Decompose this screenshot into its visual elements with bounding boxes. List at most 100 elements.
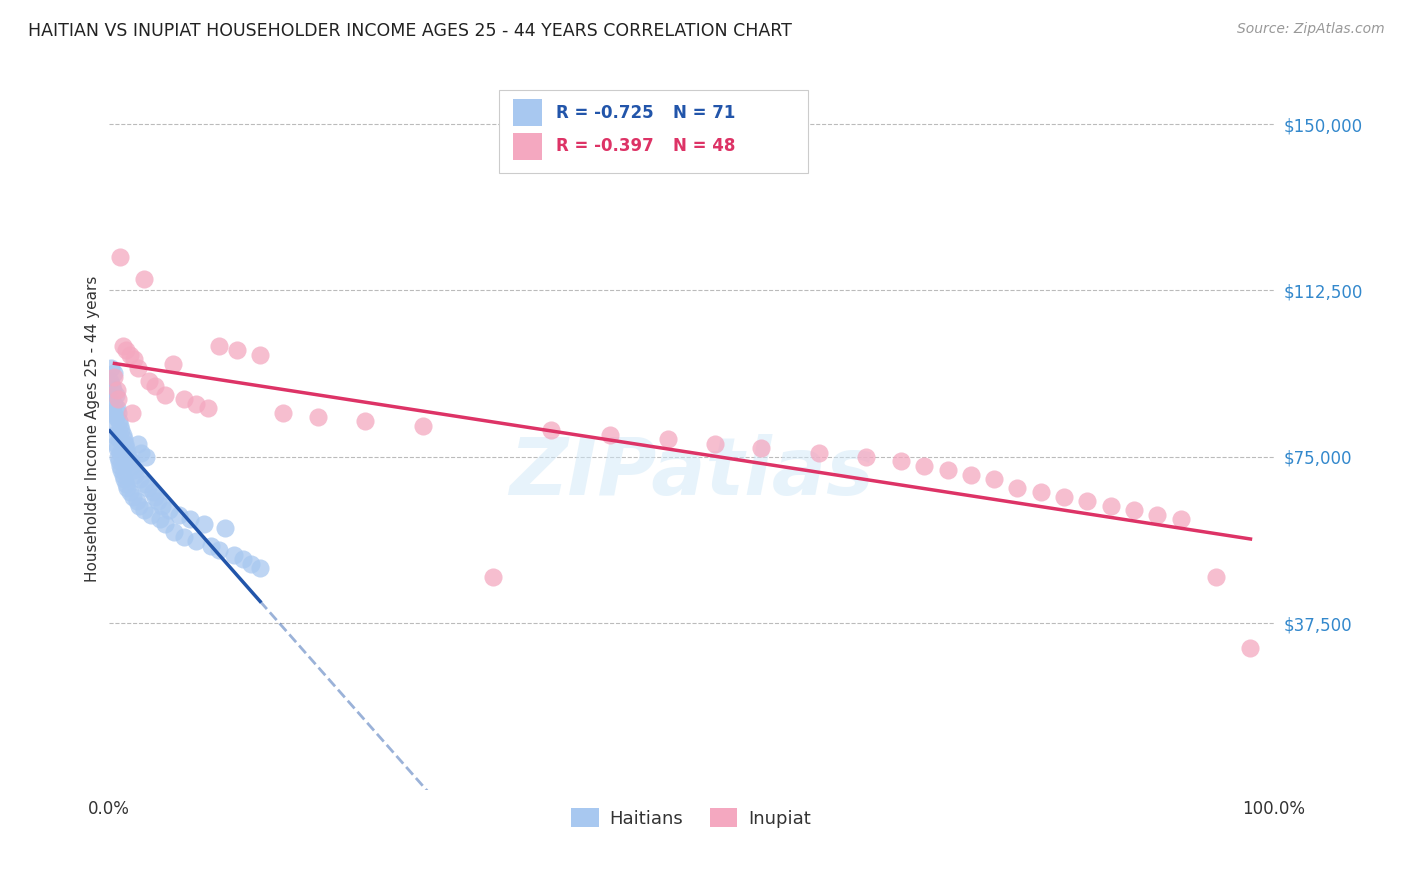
Point xyxy=(110,458,132,473)
Point xyxy=(808,445,831,459)
Point xyxy=(117,450,139,464)
Point xyxy=(103,384,125,398)
Point xyxy=(103,370,125,384)
Point xyxy=(103,414,125,428)
Text: HAITIAN VS INUPIAT HOUSEHOLDER INCOME AGES 25 - 44 YEARS CORRELATION CHART: HAITIAN VS INUPIAT HOUSEHOLDER INCOME AG… xyxy=(28,22,792,40)
Point xyxy=(1239,640,1261,655)
Point xyxy=(193,516,215,531)
Point xyxy=(103,427,125,442)
Point xyxy=(139,508,162,522)
Point xyxy=(273,406,295,420)
Point xyxy=(135,450,157,464)
Point xyxy=(163,525,186,540)
Point xyxy=(115,343,138,358)
Point xyxy=(107,450,129,464)
Point xyxy=(703,436,725,450)
Point xyxy=(110,445,132,459)
Point xyxy=(307,409,329,424)
Point xyxy=(1123,503,1146,517)
Point xyxy=(110,250,132,264)
Point xyxy=(124,467,146,482)
Text: R = -0.397: R = -0.397 xyxy=(555,137,654,155)
Point xyxy=(108,432,131,446)
Point xyxy=(117,481,139,495)
Point xyxy=(105,401,128,416)
Point xyxy=(214,521,236,535)
Point xyxy=(122,352,145,367)
Point xyxy=(104,409,127,424)
Point xyxy=(129,472,152,486)
Point xyxy=(657,432,679,446)
Point xyxy=(101,379,124,393)
Point xyxy=(118,348,141,362)
Point xyxy=(184,397,207,411)
Point xyxy=(143,379,166,393)
Point xyxy=(153,388,176,402)
Point xyxy=(142,485,165,500)
Point xyxy=(1029,485,1052,500)
Point xyxy=(104,388,127,402)
Point xyxy=(960,467,983,482)
Point xyxy=(125,494,148,508)
Point xyxy=(224,548,246,562)
Point xyxy=(232,552,254,566)
FancyBboxPatch shape xyxy=(513,133,543,161)
Point xyxy=(129,445,152,459)
Point xyxy=(150,499,173,513)
Text: R = -0.725: R = -0.725 xyxy=(555,103,654,121)
Point xyxy=(105,384,128,398)
Point xyxy=(136,481,159,495)
Point xyxy=(143,490,166,504)
Point xyxy=(162,357,184,371)
Point xyxy=(197,401,219,416)
Point xyxy=(101,406,124,420)
Point xyxy=(138,375,160,389)
Point xyxy=(249,561,271,575)
Point xyxy=(354,414,377,428)
Point xyxy=(1170,512,1192,526)
Point xyxy=(200,539,222,553)
Point xyxy=(115,441,138,455)
Point xyxy=(1146,508,1168,522)
Point xyxy=(111,427,134,442)
Point xyxy=(1205,570,1227,584)
Point xyxy=(208,543,231,558)
Point xyxy=(983,472,1005,486)
Text: N = 48: N = 48 xyxy=(672,137,735,155)
Legend: Haitians, Inupiat: Haitians, Inupiat xyxy=(564,801,818,835)
Point xyxy=(173,530,195,544)
Point xyxy=(112,432,135,446)
Point xyxy=(117,445,139,459)
Point xyxy=(936,463,959,477)
Point xyxy=(184,534,207,549)
Point xyxy=(103,397,125,411)
Point xyxy=(127,361,149,376)
Point xyxy=(104,436,127,450)
Point xyxy=(132,503,155,517)
Point xyxy=(412,418,434,433)
Point xyxy=(114,436,136,450)
Point xyxy=(1099,499,1122,513)
Point xyxy=(112,472,135,486)
FancyBboxPatch shape xyxy=(499,90,807,173)
Point xyxy=(121,458,143,473)
Point xyxy=(146,494,169,508)
Point xyxy=(115,476,138,491)
Point xyxy=(912,458,935,473)
Text: Source: ZipAtlas.com: Source: ZipAtlas.com xyxy=(1237,22,1385,37)
Point xyxy=(157,503,180,517)
Point xyxy=(540,423,562,437)
Point xyxy=(149,512,172,526)
Point xyxy=(1053,490,1076,504)
Point xyxy=(153,516,176,531)
Point xyxy=(100,361,122,376)
Point xyxy=(132,272,155,286)
Point xyxy=(98,375,121,389)
Point xyxy=(118,485,141,500)
Point xyxy=(249,348,271,362)
Point xyxy=(599,427,621,442)
Point xyxy=(855,450,877,464)
Point xyxy=(167,508,190,522)
Point xyxy=(122,490,145,504)
Y-axis label: Householder Income Ages 25 - 44 years: Householder Income Ages 25 - 44 years xyxy=(86,276,100,582)
